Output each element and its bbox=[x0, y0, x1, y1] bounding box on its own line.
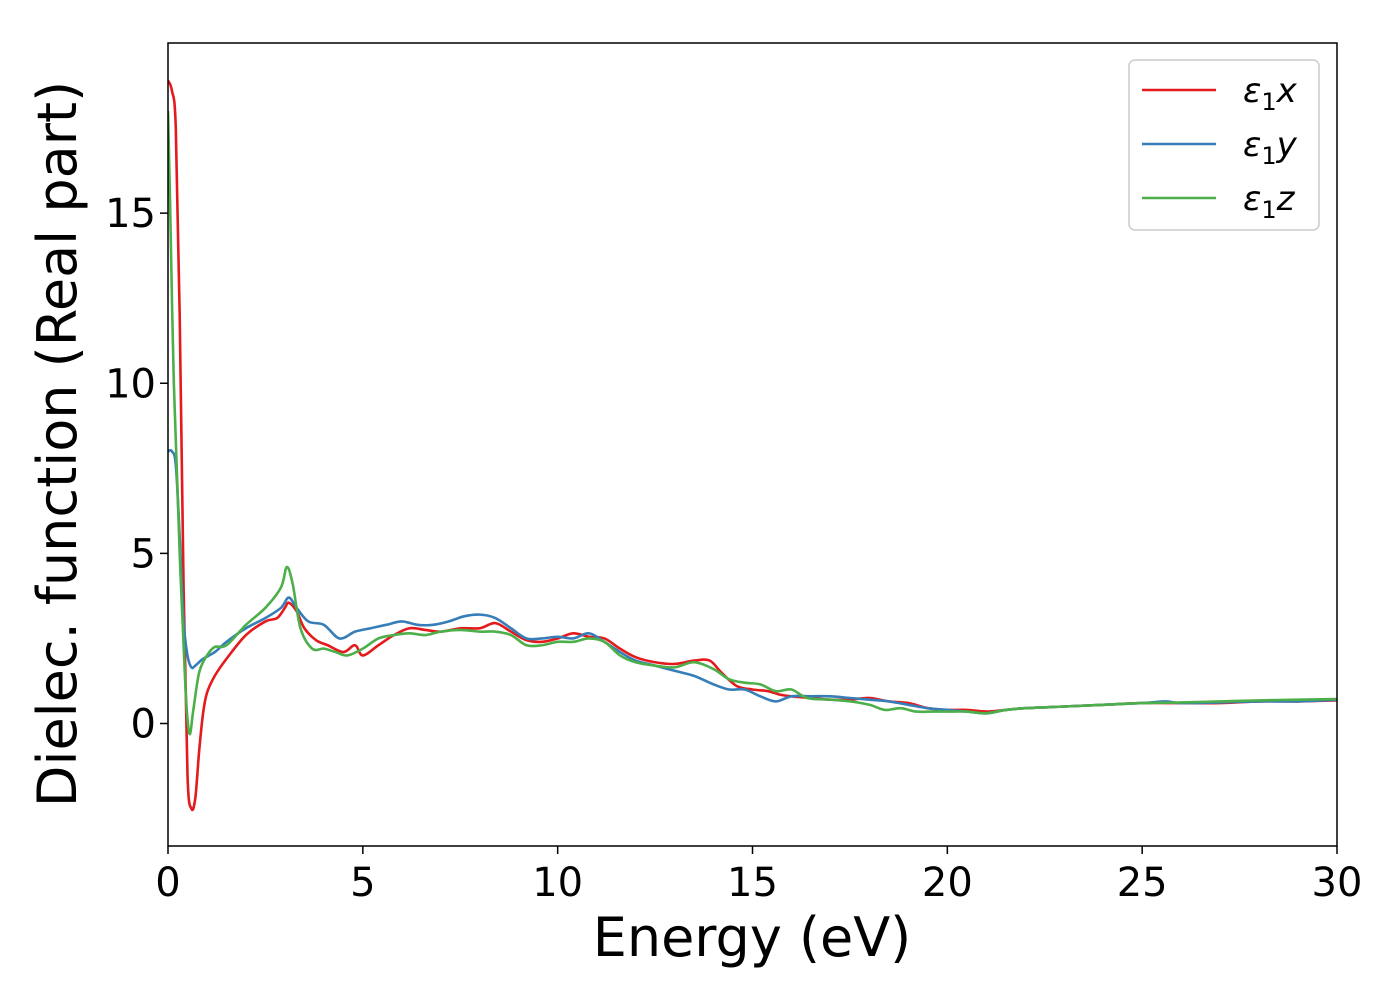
series-line-y bbox=[168, 449, 1337, 715]
x-axis-ticks: 0 5 10 15 20 25 30 bbox=[155, 846, 1362, 906]
y-tick-label: 15 bbox=[105, 191, 156, 237]
x-tick-label: 5 bbox=[350, 860, 375, 906]
x-axis-label: Energy (eV) bbox=[593, 906, 912, 969]
legend-label-z: ε1z bbox=[1243, 179, 1296, 224]
x-tick-label: 25 bbox=[1117, 860, 1168, 906]
series-line-z bbox=[168, 111, 1337, 736]
legend-label-y: ε1y bbox=[1243, 125, 1298, 170]
x-tick-label: 20 bbox=[922, 860, 973, 906]
y-tick-label: 5 bbox=[131, 531, 156, 577]
y-tick-label: 0 bbox=[131, 702, 156, 748]
x-tick-label: 0 bbox=[155, 860, 180, 906]
y-tick-label: 10 bbox=[105, 361, 156, 407]
legend-label-x: ε1x bbox=[1243, 71, 1298, 116]
series-layer bbox=[168, 79, 1337, 812]
y-axis-ticks: 0 5 10 15 bbox=[105, 191, 168, 748]
legend: ε1x ε1y ε1z bbox=[1128, 59, 1320, 231]
x-tick-label: 30 bbox=[1312, 860, 1363, 906]
legend-box bbox=[1128, 59, 1320, 231]
x-tick-label: 10 bbox=[532, 860, 583, 906]
x-tick-label: 15 bbox=[727, 860, 778, 906]
y-axis-label: Dielec. function (Real part) bbox=[26, 81, 89, 807]
